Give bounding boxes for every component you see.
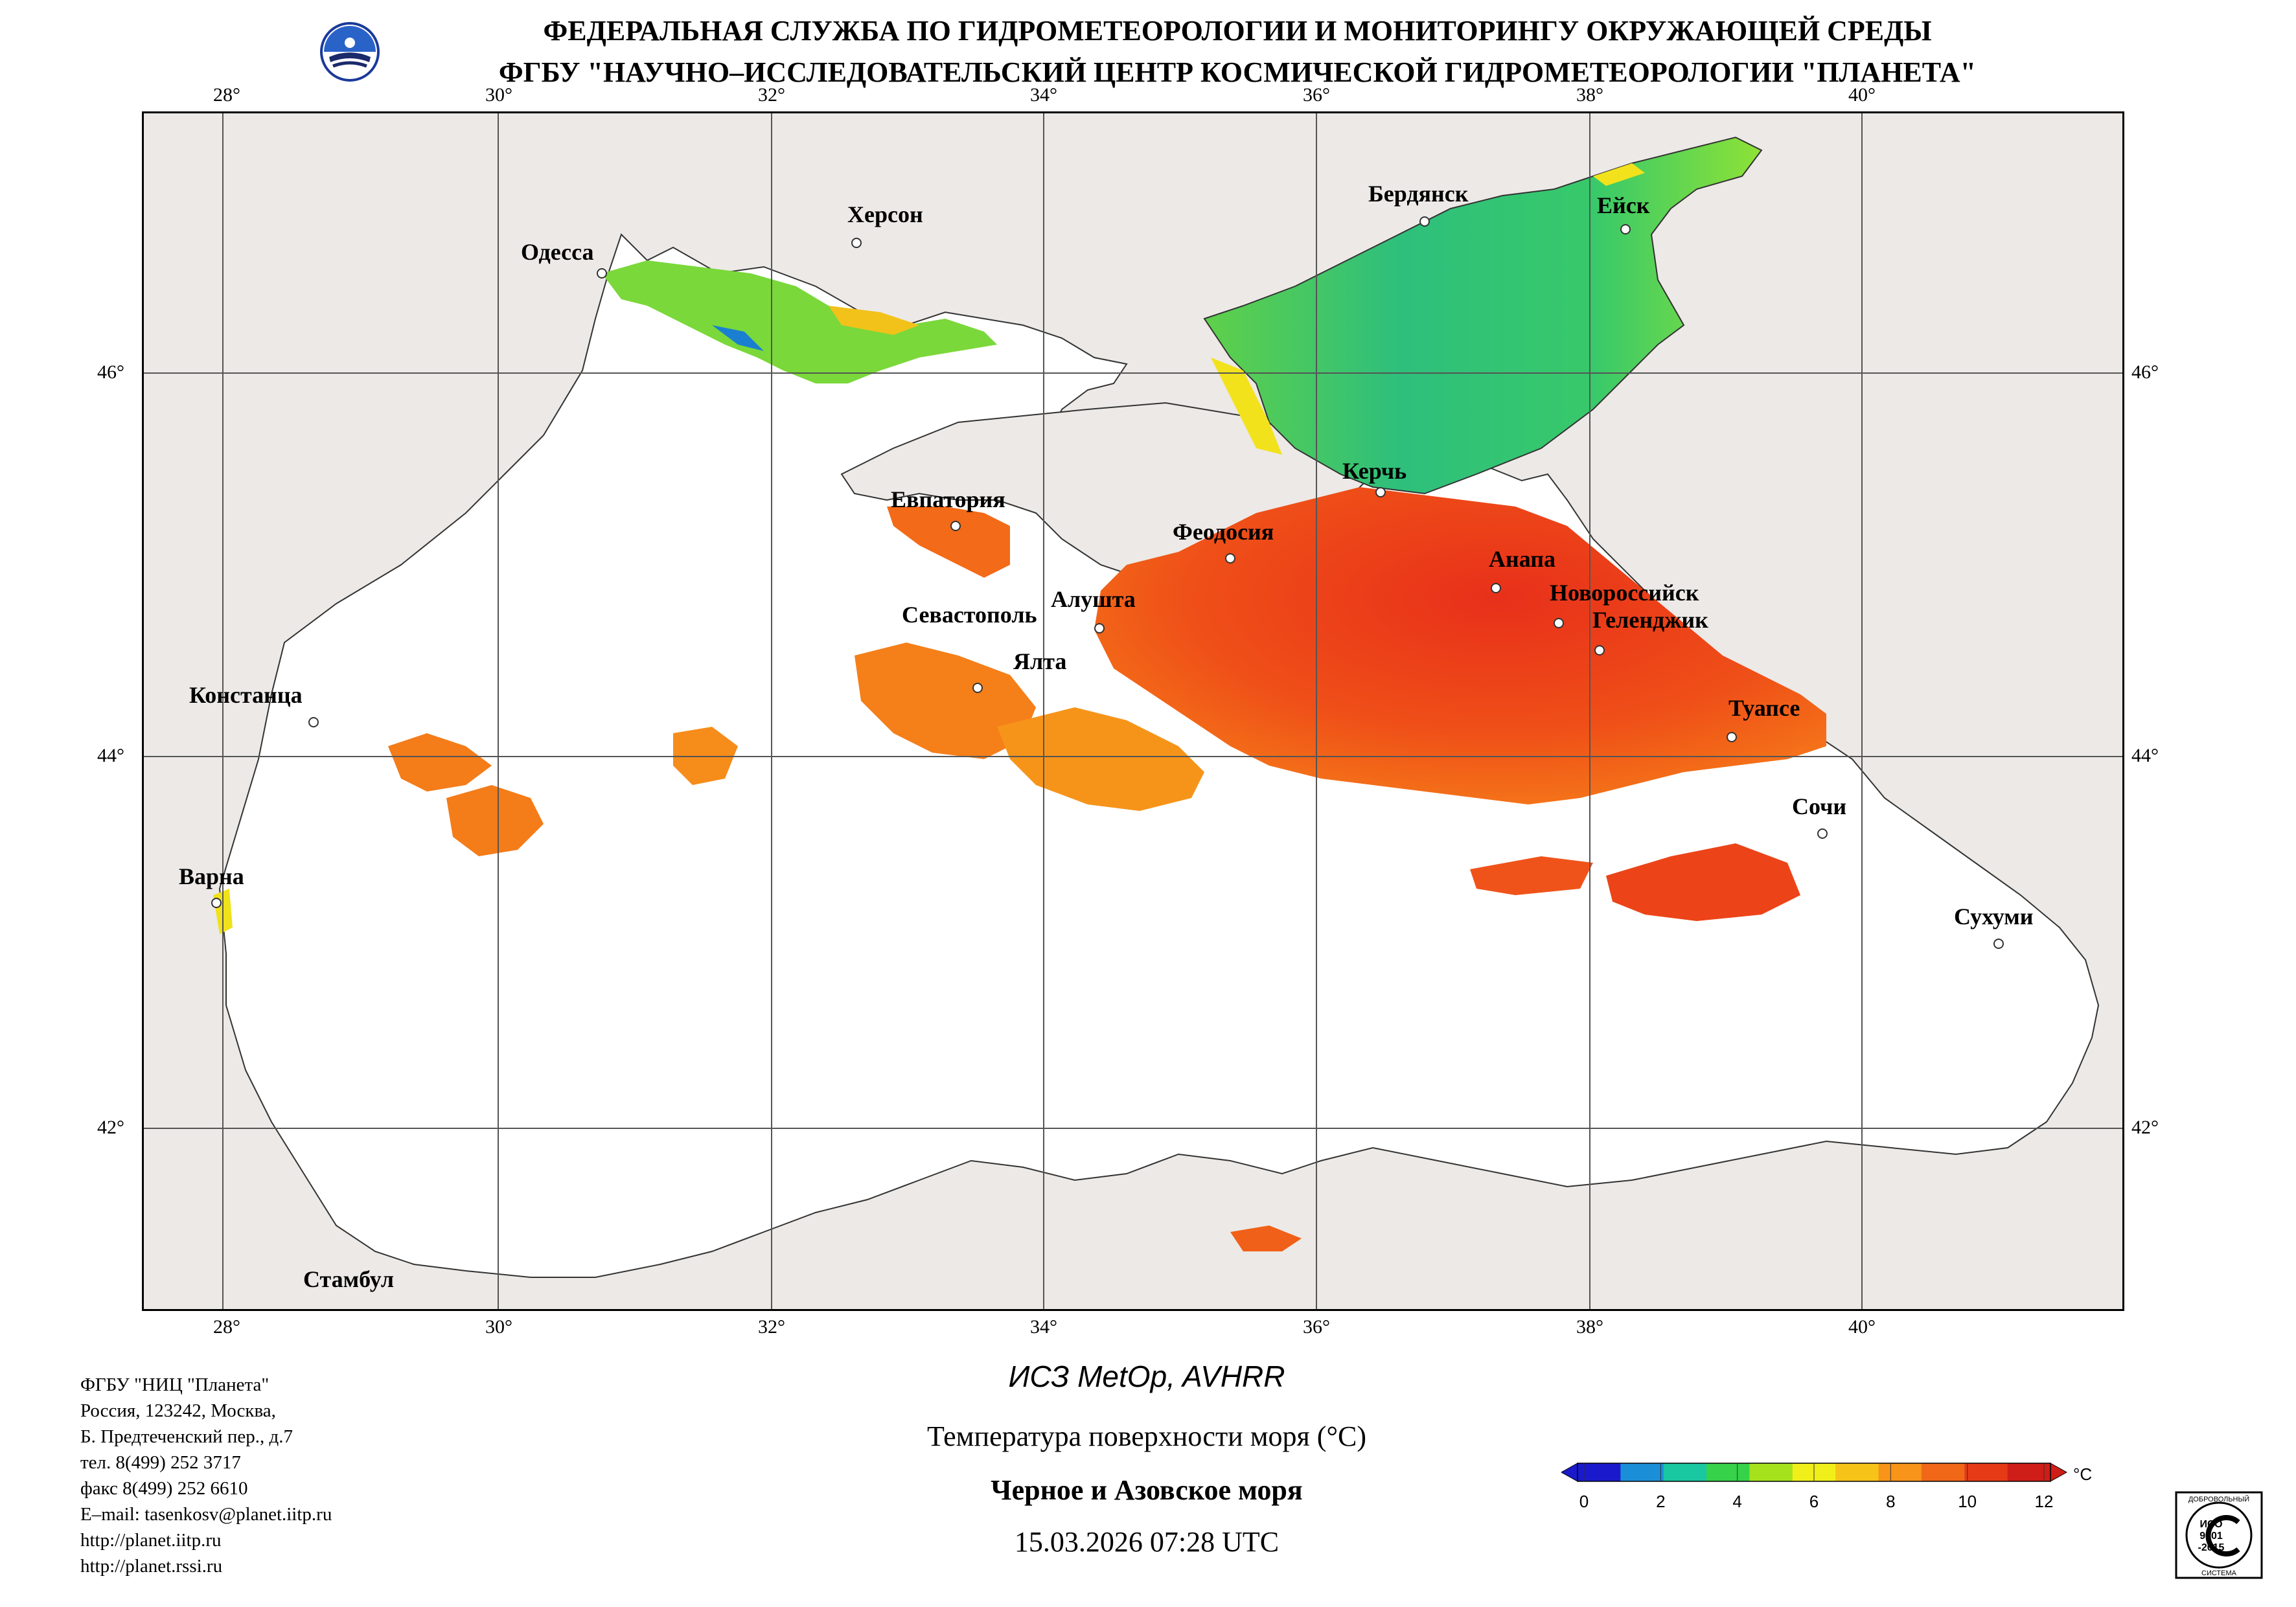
nw-shelf-warm — [829, 306, 919, 335]
sst-map — [142, 111, 2124, 1311]
info-address-line1: Россия, 123242, Москва, — [80, 1400, 276, 1421]
colorbar-segment — [1921, 1463, 1965, 1481]
agency-logo-icon — [320, 22, 380, 82]
city-label-kerch: Керчь — [1342, 458, 1407, 484]
info-fax: факс 8(499) 252 6610 — [80, 1478, 248, 1499]
city-label-odessa: Одесса — [521, 239, 594, 265]
city-label-alushta: Алушта — [1051, 586, 1136, 612]
city-label-anapa: Анапа — [1489, 546, 1556, 572]
colorbar-segment — [1835, 1463, 1879, 1481]
southeast-patch-sst — [1606, 843, 1800, 921]
graticule — [142, 111, 2124, 1311]
colorbar-segments — [1578, 1463, 2051, 1481]
colorbar-tick-label: 4 — [1732, 1492, 1741, 1511]
colorbar-ticks: 0 2 4 6 8 10 12 — [1579, 1463, 2054, 1511]
caption-parameter: Температура поверхности моря (°С) — [926, 1420, 1367, 1452]
info-email[interactable]: E–mail: tasenkosv@planet.iitp.ru — [80, 1504, 332, 1525]
colorbar-segment — [1620, 1463, 1664, 1481]
city-label-novorossiysk: Новороссийск — [1550, 580, 1699, 606]
colorbar-tick-label: 6 — [1809, 1492, 1819, 1511]
lon-label-bottom: 38° — [1576, 1316, 1603, 1338]
colorbar-segment — [1663, 1463, 1707, 1481]
city-label-sevastopol: Севастополь — [902, 602, 1037, 628]
info-url-2[interactable]: http://planet.rssi.ru — [80, 1556, 223, 1577]
lat-label-left: 46° — [97, 361, 124, 383]
colorbar-segment — [1964, 1463, 2008, 1481]
info-url-1[interactable]: http://planet.iitp.ru — [80, 1530, 222, 1551]
caption-datetime: 15.03.2026 07:28 UTC — [1014, 1526, 1280, 1558]
colorbar-segment — [1706, 1463, 1750, 1481]
lon-label-bottom: 34° — [1030, 1316, 1057, 1338]
city-label-yalta: Ялта — [1013, 648, 1067, 674]
caption-satellite: ИСЗ MetOp, AVHRR — [1008, 1360, 1285, 1393]
lon-label-top: 28° — [213, 84, 240, 106]
lon-label-top: 38° — [1576, 84, 1603, 106]
east-basin-sst — [1094, 487, 1826, 804]
city-label-berdyansk: Бердянск — [1368, 181, 1469, 207]
header-agency-title: ФЕДЕРАЛЬНАЯ СЛУЖБА ПО ГИДРОМЕТЕОРОЛОГИИ … — [543, 15, 1932, 47]
lat-label-left: 44° — [97, 745, 124, 766]
west-patch-sst — [388, 733, 492, 792]
info-phone: тел. 8(499) 252 3717 — [80, 1452, 241, 1473]
colorbar: 0 2 4 6 8 10 12 °C — [1561, 1463, 2092, 1511]
city-label-evpatoria: Евпатория — [891, 486, 1005, 512]
badge-num-text: 9001 — [2199, 1531, 2223, 1542]
colorbar-segment — [1749, 1463, 1793, 1481]
lon-label-bottom: 28° — [213, 1316, 240, 1338]
colorbar-unit: °C — [2073, 1465, 2092, 1484]
lon-label-bottom: 36° — [1303, 1316, 1330, 1338]
lon-label-top: 40° — [1848, 84, 1876, 106]
colorbar-tick-label: 0 — [1579, 1492, 1589, 1511]
azov-shore-warm — [1593, 163, 1645, 186]
lat-label-left: 42° — [97, 1117, 124, 1138]
lon-label-top: 36° — [1303, 84, 1330, 106]
colorbar-segment — [1578, 1463, 1621, 1481]
lat-label-right: 44° — [2131, 745, 2159, 766]
nw-shelf-sst — [602, 260, 997, 383]
lon-label-top: 34° — [1030, 84, 1057, 106]
colorbar-tick-label: 8 — [1886, 1492, 1895, 1511]
badge-top-text: ДОБРОВОЛЬНЫЙ — [2188, 1495, 2249, 1503]
city-markers — [211, 216, 2004, 949]
southeast-patch-sst — [1470, 856, 1593, 895]
colorbar-tick-label: 2 — [1656, 1492, 1665, 1511]
badge-bottom-text: СИСТЕМА — [2201, 1569, 2237, 1577]
colorbar-segment — [2007, 1463, 2051, 1481]
caption-region: Черное и Азовское моря — [991, 1474, 1303, 1506]
lat-label-right: 46° — [2131, 361, 2159, 383]
city-label-varna: Варна — [179, 863, 244, 889]
city-label-feodosia: Феодосия — [1173, 519, 1274, 545]
lat-label-right: 42° — [2131, 1117, 2159, 1138]
city-label-yeysk: Ейск — [1597, 192, 1650, 218]
city-label-sochi: Сочи — [1792, 793, 1847, 819]
city-label-sukhumi: Сухуми — [1954, 904, 2034, 929]
colorbar-tick-label: 12 — [2035, 1492, 2054, 1511]
city-label-kherson: Херсон — [847, 201, 923, 227]
west-patch-sst — [446, 785, 544, 856]
city-label-istanbul: Стамбул — [303, 1266, 395, 1292]
city-label-tuapse: Туапсе — [1728, 695, 1800, 721]
city-label-gelendzhik: Геленджик — [1592, 607, 1708, 633]
azov-shore-warm — [1211, 358, 1282, 455]
colorbar-tick-label: 10 — [1958, 1492, 1977, 1511]
city-label-constanta: Констанца — [189, 682, 303, 708]
lon-label-top: 30° — [485, 84, 512, 106]
colorbar-left-arrow — [1561, 1463, 1578, 1482]
south-coast-patch-sst — [1230, 1225, 1302, 1251]
lon-label-bottom: 40° — [1848, 1316, 1876, 1338]
colorbar-right-arrow — [2050, 1463, 2068, 1482]
lon-label-bottom: 30° — [485, 1316, 512, 1338]
lon-label-top: 32° — [758, 84, 785, 106]
info-org: ФГБУ "НИЦ "Планета" — [80, 1374, 270, 1395]
crimea-coast-sst — [887, 507, 1010, 578]
nw-shelf-cold — [712, 325, 764, 351]
central-patch-sst — [997, 707, 1204, 811]
colorbar-segment — [1878, 1463, 1922, 1481]
central-patch-sst — [855, 643, 1036, 759]
lon-label-bottom: 32° — [758, 1316, 785, 1338]
header-center-title: ФГБУ "НАУЧНО–ИССЛЕДОВАТЕЛЬСКИЙ ЦЕНТР КОС… — [498, 56, 1977, 88]
info-address-line2: Б. Предтеченский пер., д.7 — [80, 1426, 293, 1447]
iso-certification-icon: ДОБРОВОЛЬНЫЙ ИСО 9001 -2015 СИСТЕМА — [2175, 1491, 2263, 1579]
